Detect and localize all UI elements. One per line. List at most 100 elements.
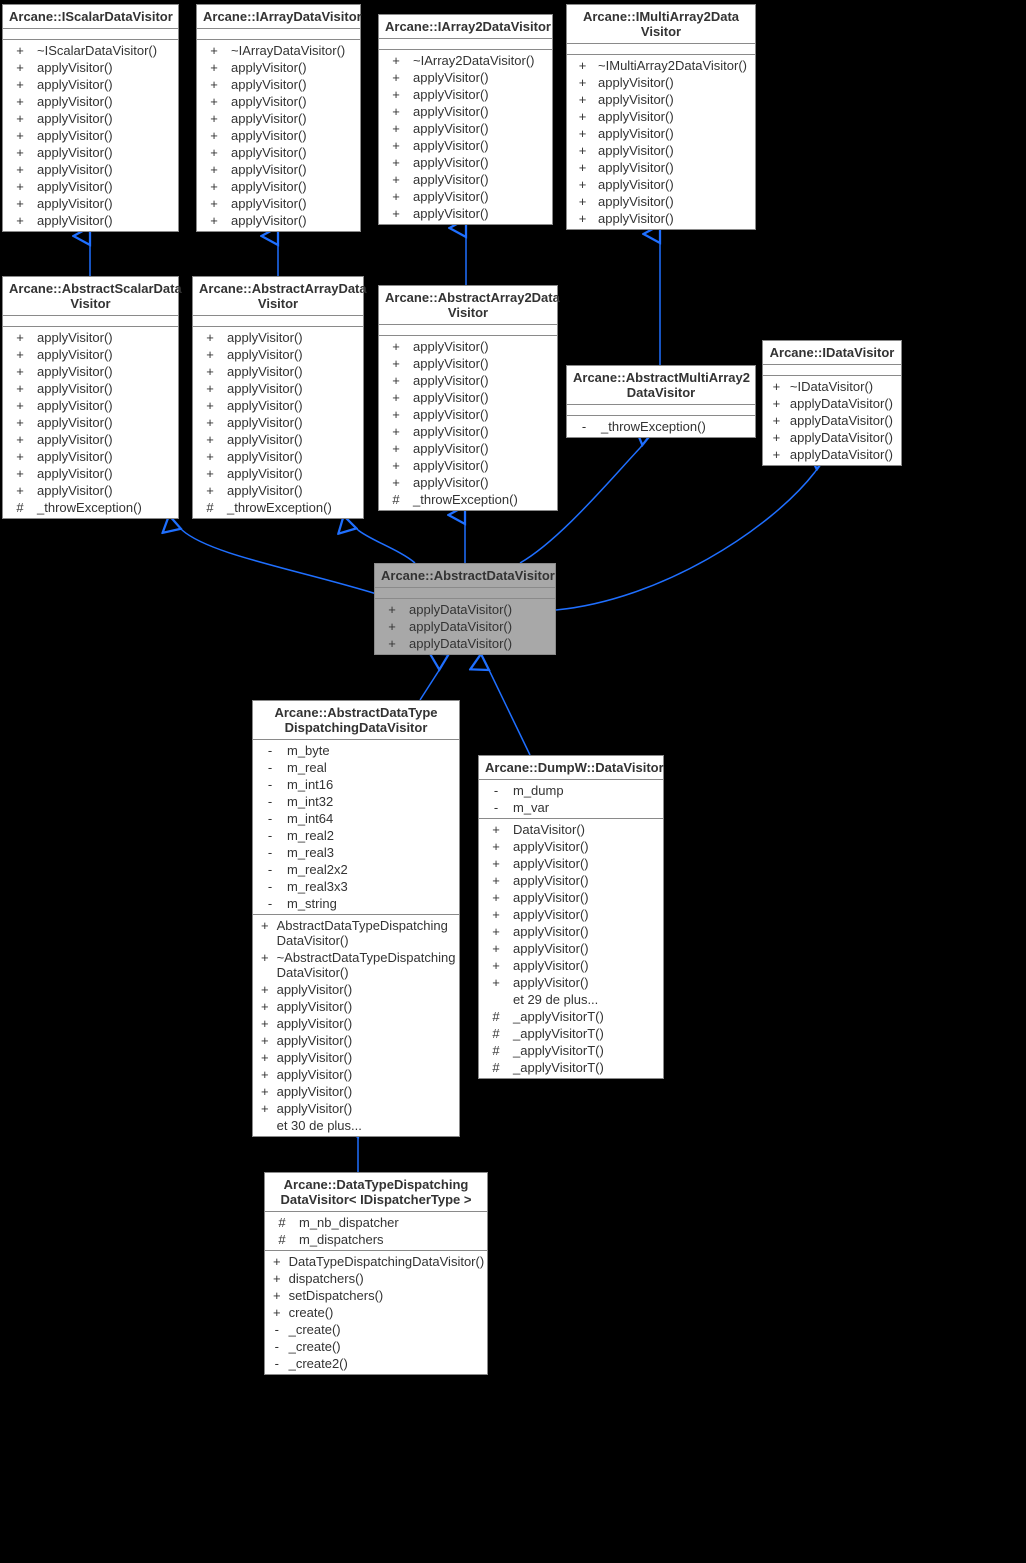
class-title[interactable]: Arcane::AbstractScalarData Visitor: [3, 277, 178, 316]
method-row[interactable]: +applyVisitor(): [571, 159, 751, 176]
attribute-row[interactable]: -m_real3: [257, 844, 455, 861]
method-row[interactable]: +applyVisitor(): [201, 93, 356, 110]
method-row[interactable]: #_applyVisitorT(): [483, 1025, 659, 1042]
method-row[interactable]: et 29 de plus...: [483, 991, 659, 1008]
method-row[interactable]: +applyVisitor(): [483, 889, 659, 906]
method-row[interactable]: +applyVisitor(): [7, 448, 174, 465]
method-row[interactable]: +applyVisitor(): [7, 346, 174, 363]
method-row[interactable]: +applyVisitor(): [7, 76, 174, 93]
method-row[interactable]: #_throwException(): [197, 499, 359, 516]
method-row[interactable]: +applyVisitor(): [571, 193, 751, 210]
class-title[interactable]: Arcane::IMultiArray2Data Visitor: [567, 5, 755, 44]
method-row[interactable]: +applyDataVisitor(): [767, 429, 897, 446]
method-row[interactable]: +applyVisitor(): [383, 474, 553, 491]
method-row[interactable]: +applyVisitor(): [383, 69, 548, 86]
method-row[interactable]: +applyVisitor(): [7, 380, 174, 397]
method-row[interactable]: +applyVisitor(): [197, 431, 359, 448]
attribute-row[interactable]: #m_dispatchers: [269, 1231, 483, 1248]
method-row[interactable]: +applyVisitor(): [7, 431, 174, 448]
method-row[interactable]: +applyVisitor(): [571, 108, 751, 125]
method-row[interactable]: +applyVisitor(): [201, 127, 356, 144]
method-row[interactable]: +applyVisitor(): [483, 940, 659, 957]
method-row[interactable]: +applyVisitor(): [7, 397, 174, 414]
method-row[interactable]: +~AbstractDataTypeDispatching DataVisito…: [257, 949, 459, 981]
attribute-row[interactable]: -m_dump: [483, 782, 659, 799]
method-row[interactable]: +applyVisitor(): [7, 161, 174, 178]
method-row[interactable]: +applyVisitor(): [571, 74, 751, 91]
method-row[interactable]: +applyVisitor(): [7, 59, 174, 76]
method-row[interactable]: +applyVisitor(): [7, 127, 174, 144]
method-row[interactable]: +applyVisitor(): [483, 838, 659, 855]
method-row[interactable]: +applyVisitor(): [383, 120, 548, 137]
class-title[interactable]: Arcane::AbstractDataVisitor: [375, 564, 555, 588]
method-row[interactable]: +applyVisitor(): [383, 440, 553, 457]
method-row[interactable]: +applyVisitor(): [383, 188, 548, 205]
attribute-row[interactable]: -m_real: [257, 759, 455, 776]
method-row[interactable]: +applyVisitor(): [201, 212, 356, 229]
method-row[interactable]: +create(): [269, 1304, 488, 1321]
method-row[interactable]: #_throwException(): [7, 499, 174, 516]
attribute-row[interactable]: -m_var: [483, 799, 659, 816]
attribute-row[interactable]: -m_real3x3: [257, 878, 455, 895]
method-row[interactable]: +applyVisitor(): [571, 210, 751, 227]
class-title[interactable]: Arcane::IScalarDataVisitor: [3, 5, 178, 29]
method-row[interactable]: +applyVisitor(): [383, 86, 548, 103]
uml-class-imulti[interactable]: Arcane::IMultiArray2Data Visitor+~IMulti…: [566, 4, 756, 230]
method-row[interactable]: +applyVisitor(): [197, 482, 359, 499]
method-row[interactable]: et 30 de plus...: [257, 1117, 459, 1134]
uml-class-iarray[interactable]: Arcane::IArrayDataVisitor+~IArrayDataVis…: [196, 4, 361, 232]
method-row[interactable]: +applyVisitor(): [7, 110, 174, 127]
uml-class-dumpw[interactable]: Arcane::DumpW::DataVisitor-m_dump-m_var+…: [478, 755, 664, 1079]
method-row[interactable]: +applyVisitor(): [197, 380, 359, 397]
method-row[interactable]: +applyDataVisitor(): [379, 635, 551, 652]
method-row[interactable]: +AbstractDataTypeDispatching DataVisitor…: [257, 917, 459, 949]
method-row[interactable]: +applyVisitor(): [257, 1083, 459, 1100]
method-row[interactable]: +setDispatchers(): [269, 1287, 488, 1304]
method-row[interactable]: +applyVisitor(): [383, 205, 548, 222]
method-row[interactable]: +applyVisitor(): [257, 1049, 459, 1066]
method-row[interactable]: +applyVisitor(): [383, 355, 553, 372]
method-row[interactable]: +~IDataVisitor(): [767, 378, 897, 395]
method-row[interactable]: +applyVisitor(): [7, 93, 174, 110]
method-row[interactable]: +applyVisitor(): [7, 482, 174, 499]
attribute-row[interactable]: #m_nb_dispatcher: [269, 1214, 483, 1231]
uml-class-abdtd[interactable]: Arcane::AbstractDataType DispatchingData…: [252, 700, 460, 1137]
method-row[interactable]: -_create(): [269, 1338, 488, 1355]
method-row[interactable]: +~IScalarDataVisitor(): [7, 42, 174, 59]
class-title[interactable]: Arcane::AbstractArray2Data Visitor: [379, 286, 557, 325]
method-row[interactable]: +applyVisitor(): [383, 338, 553, 355]
method-row[interactable]: +applyVisitor(): [197, 465, 359, 482]
attribute-row[interactable]: -m_byte: [257, 742, 455, 759]
uml-class-abdata[interactable]: Arcane::AbstractDataVisitor+applyDataVis…: [374, 563, 556, 655]
method-row[interactable]: +applyVisitor(): [257, 1100, 459, 1117]
method-row[interactable]: +applyVisitor(): [201, 144, 356, 161]
method-row[interactable]: +applyVisitor(): [201, 178, 356, 195]
method-row[interactable]: +applyVisitor(): [257, 1066, 459, 1083]
uml-class-iarray2[interactable]: Arcane::IArray2DataVisitor+~IArray2DataV…: [378, 14, 553, 225]
class-title[interactable]: Arcane::DataTypeDispatching DataVisitor<…: [265, 1173, 487, 1212]
method-row[interactable]: +applyVisitor(): [383, 423, 553, 440]
method-row[interactable]: #_applyVisitorT(): [483, 1008, 659, 1025]
method-row[interactable]: +applyVisitor(): [483, 923, 659, 940]
method-row[interactable]: +applyVisitor(): [483, 872, 659, 889]
method-row[interactable]: +applyVisitor(): [201, 76, 356, 93]
attribute-row[interactable]: -m_real2: [257, 827, 455, 844]
method-row[interactable]: +applyVisitor(): [197, 346, 359, 363]
uml-class-idata[interactable]: Arcane::IDataVisitor+~IDataVisitor()+app…: [762, 340, 902, 466]
method-row[interactable]: -_create(): [269, 1321, 488, 1338]
method-row[interactable]: +applyVisitor(): [383, 372, 553, 389]
method-row[interactable]: +applyDataVisitor(): [767, 446, 897, 463]
method-row[interactable]: +applyVisitor(): [201, 161, 356, 178]
method-row[interactable]: +applyVisitor(): [197, 448, 359, 465]
method-row[interactable]: +applyVisitor(): [257, 1032, 459, 1049]
method-row[interactable]: -_throwException(): [571, 418, 751, 435]
attribute-row[interactable]: -m_int64: [257, 810, 455, 827]
method-row[interactable]: +applyVisitor(): [483, 957, 659, 974]
method-row[interactable]: +applyVisitor(): [197, 363, 359, 380]
class-title[interactable]: Arcane::AbstractMultiArray2 DataVisitor: [567, 366, 755, 405]
method-row[interactable]: +applyVisitor(): [201, 110, 356, 127]
uml-class-iscalar[interactable]: Arcane::IScalarDataVisitor+~IScalarDataV…: [2, 4, 179, 232]
uml-class-dtddv[interactable]: Arcane::DataTypeDispatching DataVisitor<…: [264, 1172, 488, 1375]
method-row[interactable]: +applyVisitor(): [7, 178, 174, 195]
method-row[interactable]: +applyVisitor(): [383, 154, 548, 171]
